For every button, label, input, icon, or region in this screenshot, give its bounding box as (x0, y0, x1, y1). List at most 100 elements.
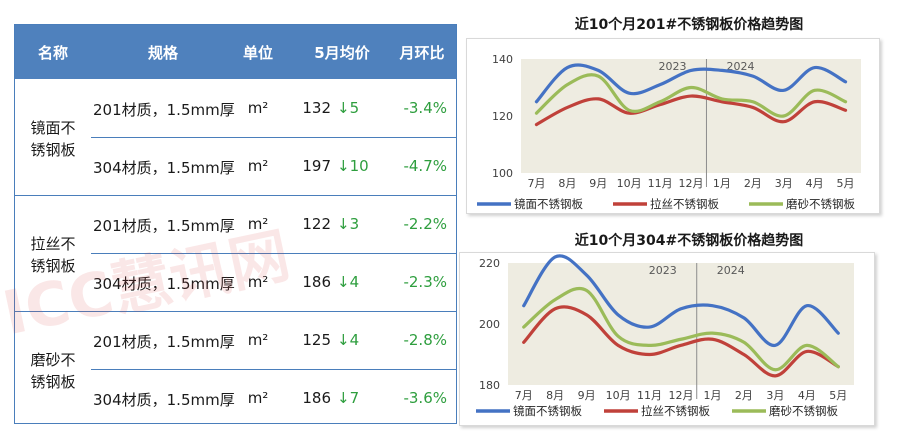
cell-price: 122 (302, 215, 331, 233)
y-tick-label: 100 (492, 167, 513, 180)
x-tick-label: 1月 (713, 177, 731, 190)
plot-area (521, 59, 861, 173)
cell-mom: -2.8% (403, 331, 447, 349)
table-row: 201材质，1.5mm厚 m² 122 ↓3 -2.2% (15, 195, 456, 253)
x-tick-label: 3月 (775, 177, 793, 190)
x-tick-label: 9月 (578, 389, 596, 402)
header-price: 5月均价 (314, 44, 370, 62)
chart1-svg: 100 120 140 2023 2024 7月 8月 9月 10月 11月 12月 1月 2月 3月 4月… (477, 53, 861, 211)
series-line-2 (534, 73, 848, 118)
header-name: 名称 (37, 44, 68, 62)
x-tick-label: 7月 (527, 177, 545, 190)
legend-label: 镜面不锈钢板 (513, 404, 582, 418)
cell-spec: 201材质，1.5mm厚 (93, 101, 235, 119)
series-line-0 (522, 254, 840, 347)
cell-change: ↓7 (337, 389, 360, 407)
cell-mom: -3.4% (403, 99, 447, 117)
table-row: 304材质，1.5mm厚 m² 197 ↓10 -4.7% (15, 137, 456, 195)
series-line-1 (534, 94, 848, 127)
row-divider (91, 369, 456, 370)
table-row: 304材质，1.5mm厚 m² 186 ↓4 -2.3% (15, 253, 456, 311)
legend-label: 磨砂不锈钢板 (786, 197, 855, 211)
cell-mom: -3.6% (403, 389, 447, 407)
y-tick-label: 200 (479, 318, 500, 331)
year-label-2024: 2024 (726, 60, 754, 73)
x-tick-label: 3月 (766, 389, 784, 402)
x-tick-label: 5月 (829, 389, 847, 402)
cell-mom: -2.2% (403, 215, 447, 233)
table-row: 201材质，1.5mm厚 m² 125 ↓4 -2.8% (15, 311, 456, 369)
group-label-line2: 锈钢板 (30, 373, 76, 391)
group-label-line1: 镜面不 (30, 119, 76, 137)
x-tick-label: 8月 (546, 389, 564, 402)
y-tick-label: 120 (492, 110, 513, 123)
series-line-0 (534, 63, 848, 104)
row-divider (91, 137, 456, 138)
x-tick-label: 12月 (669, 389, 694, 402)
x-tick-label: 2月 (735, 389, 753, 402)
cell-unit: m² (247, 389, 269, 407)
chart2-panel: 180 200 220 2023 2024 7月 8月 9月 10月 11月 12月 1月 2月 3月 4月… (459, 252, 875, 426)
plot-area (508, 263, 854, 385)
cell-unit: m² (247, 99, 269, 117)
series-line-2 (522, 286, 840, 372)
cell-unit: m² (247, 331, 269, 349)
cell-mom: -4.7% (403, 157, 447, 175)
y-tick-label: 180 (479, 379, 500, 392)
price-table: 名称 规格 单位 5月均价 月环比 镜面不 锈钢板 201材质，1.5mm厚 m… (14, 24, 457, 424)
cell-change: ↓4 (337, 331, 360, 349)
group-divider (15, 311, 456, 312)
cell-spec: 201材质，1.5mm厚 (93, 333, 235, 351)
chart1-title: 近10个月201#不锈钢板价格趋势图 (574, 17, 804, 33)
y-tick-label: 220 (479, 257, 500, 270)
header-unit: 单位 (242, 44, 273, 62)
cell-unit: m² (247, 157, 269, 175)
x-tick-label: 11月 (637, 389, 662, 402)
group-divider (15, 195, 456, 196)
x-tick-label: 9月 (589, 177, 607, 190)
x-tick-label: 7月 (515, 389, 533, 402)
cell-spec: 304材质，1.5mm厚 (93, 275, 235, 293)
x-tick-label: 10月 (606, 389, 631, 402)
table-row: 201材质，1.5mm厚 m² 132 ↓5 -3.4% (15, 79, 456, 137)
x-tick-label: 4月 (798, 389, 816, 402)
cell-unit: m² (247, 273, 269, 291)
cell-mom: -2.3% (403, 273, 447, 291)
table-header: 名称 规格 单位 5月均价 月环比 (15, 25, 456, 79)
header-mom: 月环比 (399, 44, 445, 62)
legend-label: 拉丝不锈钢板 (650, 197, 719, 211)
x-tick-label: 12月 (679, 177, 704, 190)
cell-price: 186 (302, 273, 331, 291)
cell-spec: 304材质，1.5mm厚 (93, 391, 235, 409)
cell-price: 132 (302, 99, 331, 117)
chart2-svg: 180 200 220 2023 2024 7月 8月 9月 10月 11月 12月 1月 2月 3月 4月… (476, 254, 854, 418)
series-line-1 (522, 305, 840, 378)
group-label-line1: 磨砂不 (30, 351, 76, 369)
group-label-mirror: 镜面不 锈钢板 (15, 117, 91, 161)
x-tick-label: 8月 (558, 177, 576, 190)
chart1-panel: 100 120 140 2023 2024 7月 8月 9月 10月 11月 12月 1月 2月 3月 4月… (466, 38, 880, 214)
x-tick-label: 1月 (703, 389, 721, 402)
cell-price: 125 (302, 331, 331, 349)
table-row: 304材质，1.5mm厚 m² 186 ↓7 -3.6% (15, 369, 456, 427)
group-label-line1: 拉丝不 (30, 235, 76, 253)
cell-change: ↓10 (337, 157, 369, 175)
cell-change: ↓5 (337, 99, 360, 117)
group-label-frosted: 磨砂不 锈钢板 (15, 349, 91, 393)
group-label-line2: 锈钢板 (30, 257, 76, 275)
cell-change: ↓3 (337, 215, 360, 233)
cell-spec: 201材质，1.5mm厚 (93, 217, 235, 235)
x-tick-label: 5月 (837, 177, 855, 190)
row-divider (91, 253, 456, 254)
cell-unit: m² (247, 215, 269, 233)
header-spec: 规格 (147, 44, 178, 62)
legend-label: 拉丝不锈钢板 (641, 404, 710, 418)
legend-label: 镜面不锈钢板 (514, 197, 583, 211)
x-tick-label: 2月 (744, 177, 762, 190)
y-tick-label: 140 (492, 53, 513, 66)
chart2-title: 近10个月304#不锈钢板价格趋势图 (574, 233, 804, 249)
cell-price: 197 (302, 157, 331, 175)
legend-label: 磨砂不锈钢板 (769, 404, 838, 418)
x-tick-label: 4月 (806, 177, 824, 190)
cell-price: 186 (302, 389, 331, 407)
